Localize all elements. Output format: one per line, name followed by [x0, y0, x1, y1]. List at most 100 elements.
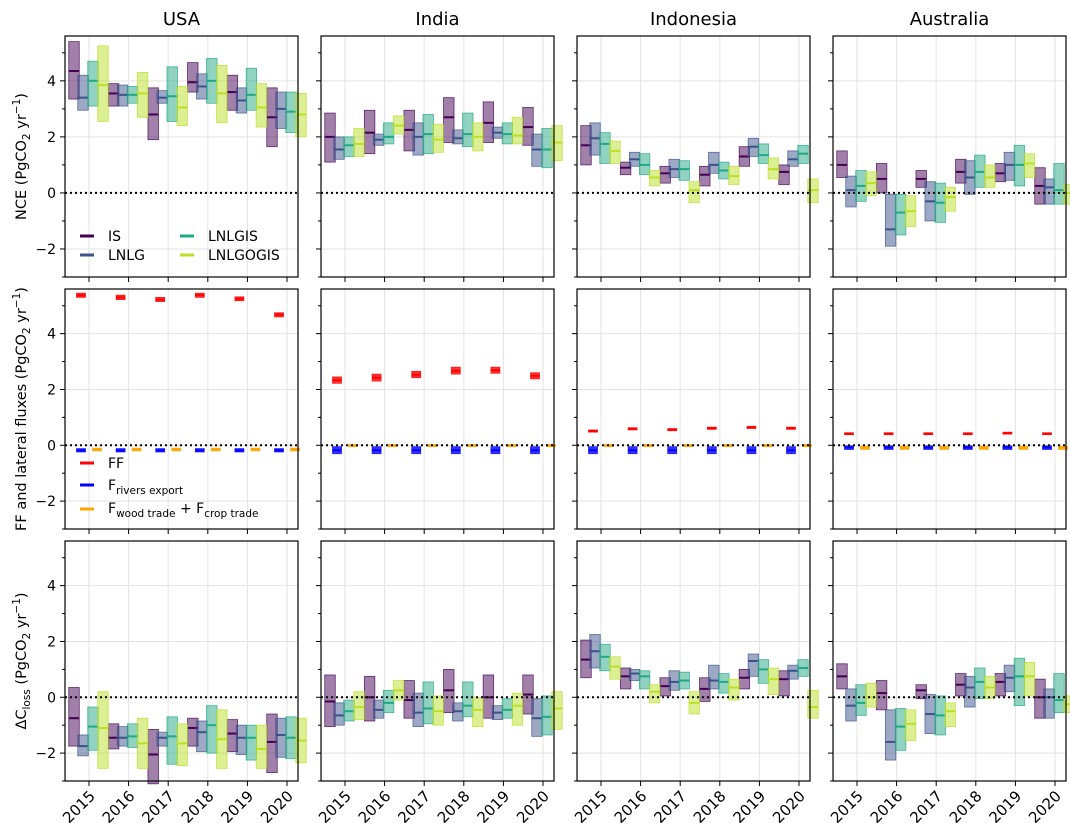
box-lnlgogis-2020: [808, 690, 819, 718]
x-tick-label-2017: 2017: [650, 787, 690, 823]
x-tick-label-2018: 2018: [434, 787, 474, 823]
box-lnlgis-2018: [463, 113, 474, 147]
y-tick-label: 2: [47, 382, 56, 398]
box-lnlgis-2015: [344, 137, 355, 157]
y-tick-label: 2: [47, 634, 56, 650]
box-lnlg-2020: [1044, 179, 1055, 204]
y-tick-label: −2: [35, 494, 56, 510]
panel-closs-australia: 2015 2016 2017 2018 2019 2020: [827, 541, 1070, 823]
box-lnlg-2020: [788, 665, 799, 679]
y-tick-label: 0: [47, 438, 56, 454]
legend-nce: IS LNLG LNLGIS LNLGOGIS: [80, 229, 280, 264]
x-tick-label-2015: 2015: [59, 787, 99, 823]
panel-nce-australia: [828, 36, 1070, 282]
panel-nce-usa: −2 0 2 4: [35, 36, 306, 282]
box-lnlgis-2017: [423, 682, 434, 724]
x-tick-label-2019: 2019: [985, 787, 1025, 823]
box-lnlgogis-2018: [473, 697, 484, 726]
box-lnlgis-2015: [88, 61, 99, 106]
box-lnlg-2018: [965, 676, 976, 707]
box-lnlgis-2016: [895, 708, 906, 750]
x-tick-label-2020: 2020: [769, 787, 809, 823]
box-lnlgis-2015: [88, 707, 99, 750]
axes-frame: [321, 541, 554, 781]
box-lnlgis-2020: [542, 128, 553, 167]
box-lnlgis-2018: [207, 706, 218, 753]
box-lnlg-2020: [276, 92, 287, 128]
box-lnlgogis-2019: [1024, 662, 1035, 695]
box-lnlgogis-2017: [177, 724, 188, 766]
box-lnlg-2016: [117, 727, 128, 747]
box-lnlgis-2019: [246, 68, 257, 110]
box-is-2020: [779, 165, 790, 185]
column-title-australia: Australia: [910, 9, 990, 30]
x-tick-label-2018: 2018: [178, 787, 218, 823]
x-tick-label-2019: 2019: [729, 787, 769, 823]
box-lnlg-2019: [236, 725, 247, 754]
box-lnlgogis-2018: [985, 165, 996, 187]
box-lnlgogis-2017: [177, 86, 188, 125]
box-lnlgogis-2017: [945, 187, 956, 211]
panel-nce-india: [316, 36, 562, 282]
box-lnlg-2018: [453, 130, 464, 144]
x-tick-label-2016: 2016: [867, 787, 907, 823]
panel-ff-usa: −2 0 2 4: [35, 289, 299, 534]
grid: [833, 541, 1066, 781]
legend-label-lnlg: LNLG: [108, 248, 145, 264]
y-axis-label-closs: ΔCloss (PgCO2 yr−1): [11, 592, 33, 729]
panel-ff-indonesia: [572, 289, 812, 534]
x-tick-label-2017: 2017: [394, 787, 434, 823]
y-tick-label: 4: [47, 579, 56, 595]
box-lnlgogis-2019: [256, 84, 267, 127]
box-lnlg-2019: [748, 654, 759, 676]
box-lnlgogis-2020: [552, 692, 563, 730]
legend-label-ftrade: Fwood trade + Fcrop trade: [108, 501, 258, 520]
box-lnlgis-2020: [1054, 674, 1065, 713]
x-tick-label-2016: 2016: [99, 787, 139, 823]
box-lnlgogis-2020: [1064, 185, 1070, 205]
box-lnlgis-2018: [719, 674, 730, 694]
x-tick-label-2015: 2015: [571, 787, 611, 823]
legend-label-ff: FF: [108, 456, 124, 472]
y-tick-label: 4: [47, 327, 56, 343]
legend-label-lnlgogis: LNLGOGIS: [208, 248, 280, 264]
box-lnlg-2017: [157, 732, 168, 746]
box-lnlgis-2018: [463, 682, 474, 717]
box-lnlgis-2016: [639, 671, 650, 689]
box-lnlg-2015: [846, 176, 857, 207]
y-tick-label: −2: [35, 746, 56, 762]
x-tick-label-2020: 2020: [1025, 787, 1065, 823]
y-axis-label-nce: NCE (PgCO2 yr−1): [11, 93, 33, 220]
x-tick-label-2017: 2017: [906, 787, 946, 823]
box-lnlgis-2018: [975, 668, 986, 699]
axes-frame: [577, 289, 810, 529]
panel-closs-usa: −20242015 2016 2017 2018 2019 2020: [35, 541, 306, 823]
panel-closs-indonesia: 2015 2016 2017 2018 2019 2020: [571, 541, 818, 823]
box-lnlgogis-2015: [866, 683, 877, 707]
box-lnlg-2016: [885, 194, 896, 246]
box-lnlg-2016: [629, 669, 640, 680]
box-lnlg-2018: [709, 665, 720, 689]
box-lnlg-2015: [78, 75, 89, 110]
box-lnlgogis-2019: [256, 725, 267, 768]
y-tick-label: 2: [47, 130, 56, 146]
axes-frame: [833, 289, 1066, 529]
y-tick-label: 0: [47, 186, 56, 202]
box-lnlgis-2019: [246, 725, 257, 760]
box-lnlgogis-2016: [137, 72, 148, 117]
x-tick-label-2020: 2020: [257, 787, 297, 823]
box-lnlgis-2020: [1054, 164, 1065, 205]
box-lnlg-2015: [334, 703, 345, 725]
box-lnlgis-2020: [542, 696, 553, 735]
box-lnlgis-2019: [502, 699, 513, 719]
panel-ff-australia: [828, 289, 1068, 534]
x-tick-label-2018: 2018: [946, 787, 986, 823]
box-lnlgis-2017: [679, 161, 690, 181]
grid: [833, 289, 1066, 529]
box-lnlgogis-2019: [768, 668, 779, 695]
box-lnlg-2020: [276, 718, 287, 757]
x-tick-label-2016: 2016: [355, 787, 395, 823]
x-tick-label-2018: 2018: [690, 787, 730, 823]
box-lnlgis-2017: [167, 67, 178, 122]
